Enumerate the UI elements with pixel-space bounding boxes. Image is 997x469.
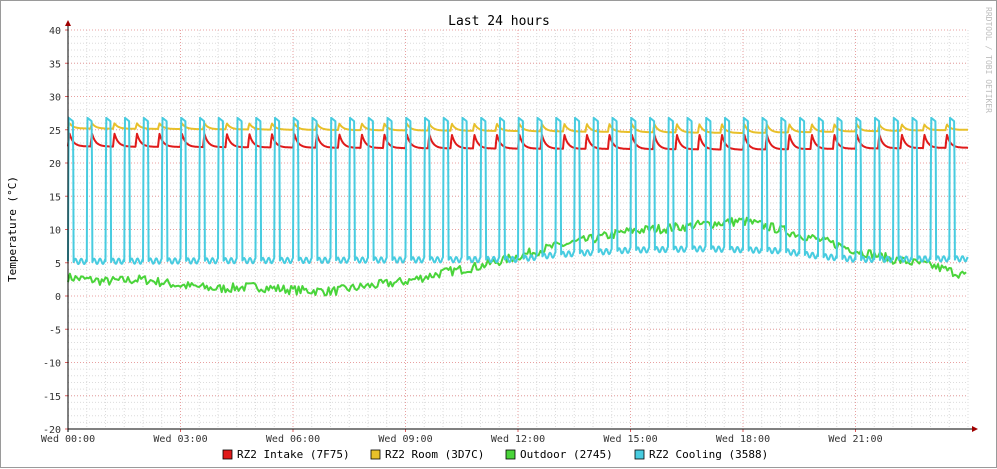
- x-tick-labels: Wed 00:00 Wed 03:00 Wed 06:00 Wed 09:00 Wed …: [41, 434, 883, 445]
- y-tick-label: -15: [43, 392, 61, 403]
- y-tick-label: 15: [49, 192, 61, 203]
- legend-item: RZ2 Intake (7F75): [222, 448, 350, 461]
- y-tick-label: 35: [49, 59, 61, 70]
- y-tick-label: 5: [55, 259, 61, 270]
- legend: RZ2 Intake (7F75) RZ2 Room (3D7C) Outdoor …: [222, 448, 768, 461]
- y-tick-label: 30: [49, 93, 61, 104]
- legend-label: Outdoor (2745): [520, 448, 613, 461]
- y-tick-labels: 40 35 30 25 20 15 10 5 0 -5 -10 -15 -20: [43, 26, 61, 436]
- series-line-3: [67, 116, 969, 265]
- legend-label: RZ2 Cooling (3588): [649, 448, 768, 461]
- x-tick-label: Wed 21:00: [828, 434, 882, 445]
- series-layer: [67, 116, 969, 297]
- y-tick-label: -20: [43, 425, 61, 436]
- y-tick-label: -5: [49, 325, 61, 336]
- y-tick-label: 40: [49, 26, 61, 37]
- y-tick-label: 0: [55, 292, 61, 303]
- watermark-text: RRDTOOL / TOBI OETIKER: [984, 7, 993, 113]
- legend-label: RZ2 Room (3D7C): [385, 448, 484, 461]
- x-tick-label: Wed 18:00: [716, 434, 770, 445]
- y-tick-label: -10: [43, 359, 61, 370]
- x-tick-label: Wed 12:00: [491, 434, 545, 445]
- x-tick-label: Wed 06:00: [266, 434, 320, 445]
- y-tick-label: 25: [49, 126, 61, 137]
- y-tick-label: 20: [49, 159, 61, 170]
- x-tick-label: Wed 09:00: [378, 434, 432, 445]
- x-axis-arrow: [972, 426, 978, 432]
- y-axis-arrow: [65, 20, 71, 26]
- legend-swatch: [505, 449, 516, 460]
- x-tick-label: Wed 15:00: [603, 434, 657, 445]
- axes: [65, 20, 978, 432]
- x-tick-label: Wed 00:00: [41, 434, 95, 445]
- y-axis-label: Temperature (°C): [6, 176, 19, 282]
- legend-item: Outdoor (2745): [505, 448, 613, 461]
- legend-swatch: [370, 449, 381, 460]
- legend-item: RZ2 Room (3D7C): [370, 448, 484, 461]
- x-tick-label: Wed 03:00: [153, 434, 207, 445]
- legend-label: RZ2 Intake (7F75): [237, 448, 350, 461]
- y-tick-label: 10: [49, 226, 61, 237]
- legend-item: RZ2 Cooling (3588): [634, 448, 768, 461]
- chart-title: Last 24 hours: [448, 14, 550, 29]
- legend-swatch: [634, 449, 645, 460]
- legend-swatch: [222, 449, 233, 460]
